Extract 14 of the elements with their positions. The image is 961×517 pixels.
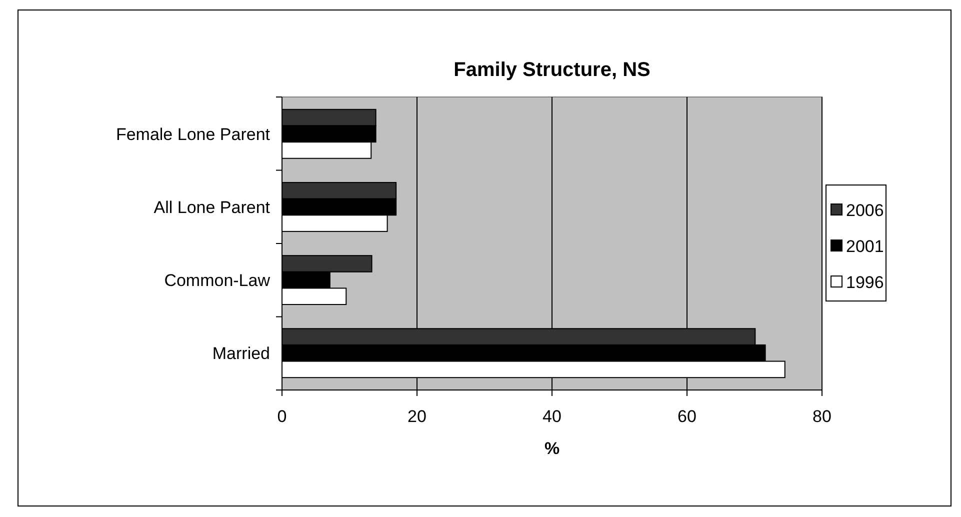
y-tick-label: Married [212, 344, 270, 364]
legend-label: 1996 [846, 273, 884, 292]
x-tick-label: 60 [678, 407, 696, 426]
x-tick-label: 80 [812, 407, 832, 426]
x-tick-label: 0 [277, 407, 287, 426]
legend-label: 2006 [846, 201, 884, 220]
x-tick-label: 40 [542, 407, 562, 426]
x-axis-title: % [544, 439, 560, 458]
chart-title: Family Structure, NS [454, 59, 650, 81]
legend-label: 2001 [846, 237, 884, 256]
y-tick-label: Female Lone Parent [116, 124, 270, 144]
x-tick-label: 20 [408, 407, 426, 426]
y-tick-label: Common-Law [164, 271, 271, 290]
y-tick-label: All Lone Parent [154, 198, 270, 217]
